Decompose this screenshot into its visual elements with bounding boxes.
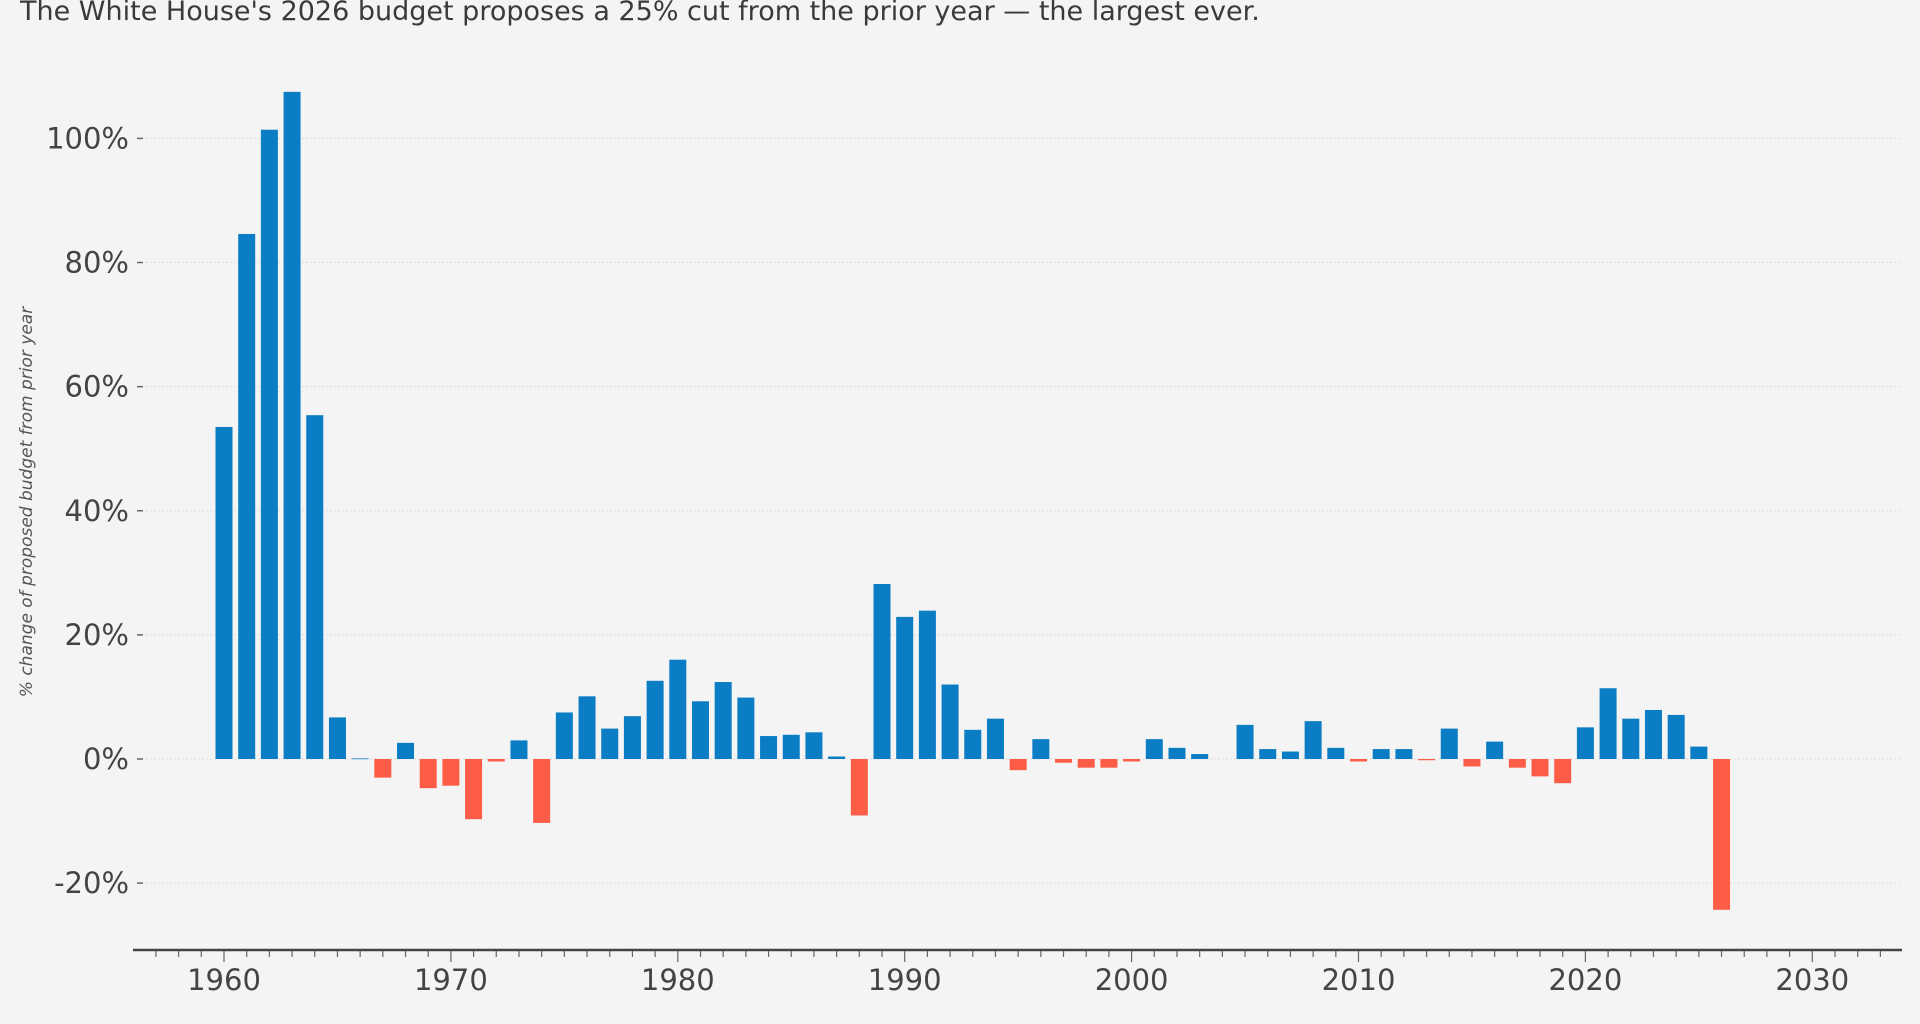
y-tick-label: -20% bbox=[54, 866, 129, 900]
bar-1991 bbox=[918, 610, 936, 759]
bar-1989 bbox=[873, 583, 891, 759]
bar-1965 bbox=[328, 717, 346, 759]
bar-2022 bbox=[1622, 718, 1640, 759]
bar-1977 bbox=[601, 728, 619, 759]
bar-2026 bbox=[1713, 759, 1731, 910]
bar-2013 bbox=[1418, 759, 1436, 761]
bar-1961 bbox=[238, 233, 256, 759]
y-tick-label: 20% bbox=[65, 618, 129, 652]
bar-1985 bbox=[782, 734, 800, 759]
bar-2023 bbox=[1644, 709, 1662, 759]
y-tick-label: 40% bbox=[65, 494, 129, 528]
bar-1980 bbox=[669, 659, 687, 759]
bar-1979 bbox=[646, 680, 664, 759]
bar-1993 bbox=[964, 729, 982, 759]
bar-2025 bbox=[1690, 746, 1708, 759]
bar-1992 bbox=[941, 684, 959, 759]
bar-1995 bbox=[1009, 759, 1027, 771]
bar-2018 bbox=[1531, 759, 1549, 777]
bar-2001 bbox=[1145, 739, 1163, 759]
x-tick-label: 1990 bbox=[868, 963, 942, 997]
y-tick-label: 100% bbox=[46, 121, 129, 155]
bar-1968 bbox=[397, 742, 415, 759]
bar-2021 bbox=[1599, 688, 1617, 759]
bar-1988 bbox=[850, 759, 868, 816]
bar-2012 bbox=[1395, 749, 1413, 759]
y-tick-label: 0% bbox=[83, 742, 129, 776]
bar-1973 bbox=[510, 740, 528, 759]
bar-2014 bbox=[1440, 728, 1458, 759]
bar-2020 bbox=[1576, 727, 1594, 759]
x-tick-label: 2030 bbox=[1775, 963, 1849, 997]
bar-2005 bbox=[1236, 724, 1254, 759]
bar-1971 bbox=[465, 759, 483, 820]
bar-1999 bbox=[1100, 759, 1118, 768]
bar-2008 bbox=[1304, 721, 1322, 759]
bar-1990 bbox=[896, 616, 914, 759]
bar-1966 bbox=[351, 758, 369, 760]
bar-1983 bbox=[737, 697, 755, 759]
bar-2000 bbox=[1123, 759, 1141, 762]
y-tick-label: 60% bbox=[65, 370, 129, 404]
bar-2002 bbox=[1168, 747, 1186, 759]
bar-1970 bbox=[442, 759, 460, 786]
bar-1997 bbox=[1055, 759, 1073, 763]
bar-1994 bbox=[986, 718, 1004, 759]
bar-2017 bbox=[1508, 759, 1526, 768]
x-tick-label: 1980 bbox=[641, 963, 715, 997]
bar-2010 bbox=[1350, 759, 1367, 762]
bar-2024 bbox=[1667, 714, 1685, 759]
x-tick-label: 2000 bbox=[1095, 963, 1169, 997]
bar-1967 bbox=[374, 759, 392, 778]
bar-2009 bbox=[1327, 747, 1345, 759]
chart-title: The White House's 2026 budget proposes a… bbox=[19, 0, 1260, 27]
bar-2007 bbox=[1281, 751, 1299, 759]
bar-1998 bbox=[1077, 759, 1095, 768]
bar-1984 bbox=[760, 736, 778, 759]
bar-2011 bbox=[1372, 749, 1390, 759]
bar-2006 bbox=[1259, 749, 1277, 759]
bar-2015 bbox=[1463, 759, 1481, 767]
bar-1982 bbox=[714, 682, 732, 759]
bar-1978 bbox=[623, 716, 641, 759]
bar-2016 bbox=[1486, 741, 1504, 759]
bar-1972 bbox=[487, 759, 505, 762]
bar-1981 bbox=[691, 701, 709, 759]
bar-1975 bbox=[555, 712, 573, 759]
bar-1962 bbox=[260, 129, 278, 759]
x-tick-label: 1960 bbox=[187, 963, 261, 997]
x-tick-label: 2020 bbox=[1548, 963, 1622, 997]
bar-1986 bbox=[805, 732, 823, 759]
bar-1969 bbox=[419, 759, 437, 789]
bar-1976 bbox=[578, 696, 596, 759]
bar-1960 bbox=[215, 426, 233, 759]
bar-1964 bbox=[306, 415, 324, 759]
bar-2003 bbox=[1191, 754, 1209, 759]
bar-1974 bbox=[533, 759, 551, 823]
y-tick-label: 80% bbox=[65, 246, 129, 280]
bar-2019 bbox=[1554, 759, 1572, 784]
x-tick-label: 2010 bbox=[1322, 963, 1396, 997]
y-axis-label: % change of proposed budget from prior y… bbox=[17, 306, 37, 697]
bar-1987 bbox=[828, 756, 846, 759]
bar-1963 bbox=[283, 91, 301, 760]
bar-1996 bbox=[1032, 739, 1050, 759]
x-tick-label: 1970 bbox=[414, 963, 488, 997]
